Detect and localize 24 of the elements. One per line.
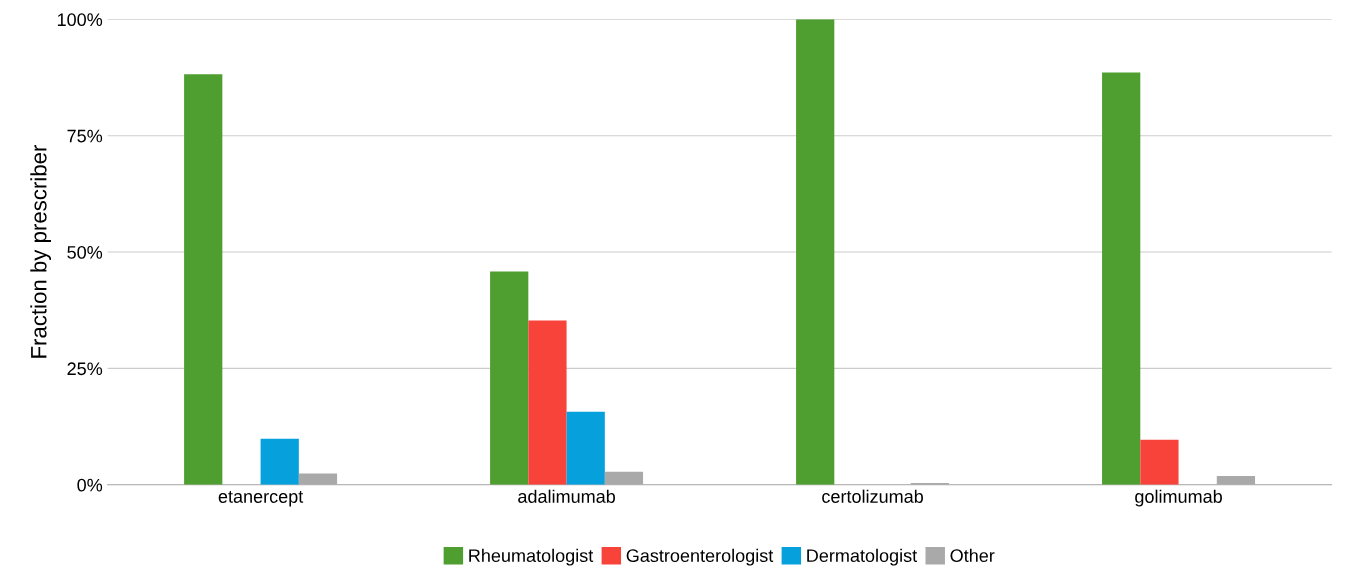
legend-label: Rheumatologist: [469, 548, 594, 566]
bar: [490, 271, 529, 485]
x-tick-label: adalimumab: [518, 489, 615, 503]
y-axis-title: Fraction by prescriber: [30, 144, 52, 358]
y-tick-label: 75%: [67, 129, 103, 143]
legend-label: Dermatologist: [807, 548, 918, 566]
bar: [604, 471, 644, 485]
bar: [528, 320, 567, 485]
y-tick-label: 25%: [67, 362, 103, 376]
bar: [566, 411, 605, 485]
x-tick-label: golimumab: [1135, 489, 1222, 507]
bar: [1140, 439, 1179, 485]
bar: [1102, 72, 1141, 485]
y-tick-label: 0%: [77, 478, 103, 492]
bar: [260, 438, 299, 485]
legend-label: Gastroenterologist: [626, 548, 774, 566]
x-tick-label: certolizumab: [822, 489, 923, 503]
y-tick-label: 50%: [67, 246, 103, 259]
y-tick-label: 100%: [57, 13, 103, 27]
bar: [1216, 475, 1256, 485]
legend-label: Other: [950, 548, 995, 563]
bar: [796, 19, 835, 485]
x-tick-label: etanercept: [218, 491, 304, 507]
bar: [184, 74, 223, 485]
